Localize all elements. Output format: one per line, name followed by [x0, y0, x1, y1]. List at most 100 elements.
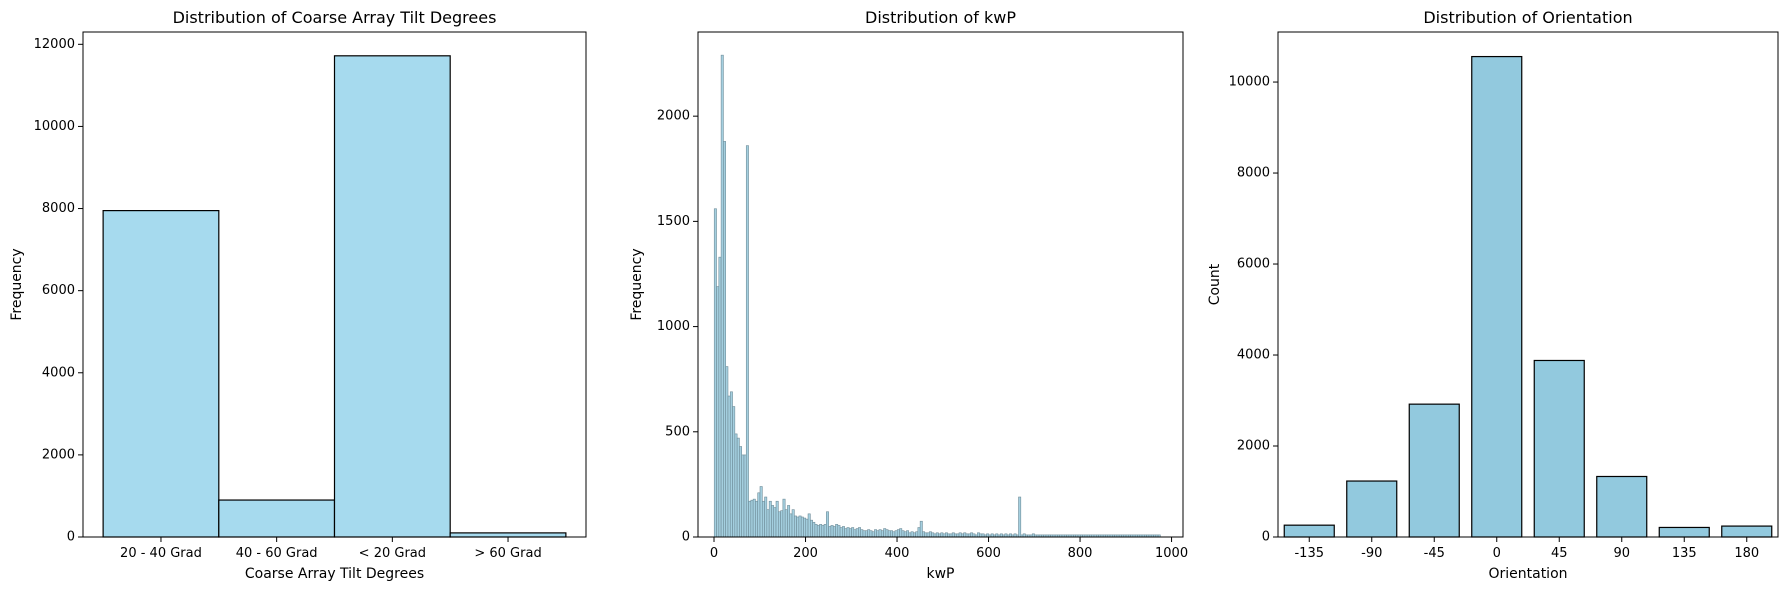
histogram-bar — [720, 54, 724, 538]
histogram-bar — [858, 527, 861, 538]
histogram-bar — [901, 530, 905, 538]
histogram-bar — [787, 505, 791, 538]
y-tick-label: 2000 — [1237, 439, 1270, 454]
histogram-bar — [846, 527, 850, 538]
histogram-bar — [734, 433, 738, 538]
histogram-bar — [880, 530, 884, 538]
histogram-bar — [739, 446, 742, 538]
histogram-bar — [878, 529, 882, 538]
axes-frame — [82, 31, 587, 538]
histogram-bar — [718, 256, 722, 538]
histogram-bar — [903, 531, 907, 538]
histogram-bar — [716, 286, 720, 538]
axes-frame — [1277, 31, 1779, 538]
histogram-bar — [759, 486, 763, 538]
histogram-bar — [800, 516, 804, 538]
x-axis-label: kwP — [927, 566, 955, 582]
histogram-bar — [775, 500, 779, 538]
histogram-bar — [912, 532, 916, 538]
histogram-bar — [777, 511, 781, 538]
histogram-bar — [729, 391, 733, 538]
y-tick-label: 8000 — [1237, 166, 1270, 181]
histogram-bar — [837, 525, 841, 538]
bar--20-grad — [333, 55, 451, 538]
histogram-bar — [908, 532, 912, 538]
x-tick-label: 135 — [1672, 546, 1697, 561]
x-tick-label: 90 — [1613, 546, 1630, 561]
histogram-bar — [761, 500, 765, 538]
histogram-bar — [940, 532, 944, 538]
histogram-bar — [784, 509, 788, 538]
histogram-bar — [810, 519, 813, 538]
chart-2 — [693, 31, 1184, 542]
histogram-bar — [791, 509, 795, 538]
histogram-bar — [812, 521, 816, 538]
histogram-bar — [928, 531, 932, 538]
x-tick-label: 180 — [1734, 546, 1759, 561]
y-tick-label: 12000 — [34, 37, 75, 52]
y-tick-label: 6000 — [42, 283, 75, 298]
histogram-bar — [821, 525, 825, 538]
y-tick-label: 4000 — [1237, 348, 1270, 363]
bar-135 — [1658, 526, 1710, 538]
x-tick-label: -135 — [1294, 546, 1324, 561]
y-tick-label: 10000 — [1229, 75, 1270, 90]
bar--45 — [1408, 403, 1460, 538]
histogram-bar — [899, 528, 903, 538]
histogram-bar — [917, 527, 921, 538]
histogram-bar — [773, 507, 777, 538]
histogram-bar — [814, 524, 818, 538]
histogram-bar — [871, 531, 875, 538]
histogram-bar — [789, 513, 793, 538]
histogram-bar — [832, 526, 836, 538]
y-axis-label: Frequency — [9, 248, 25, 320]
histogram-bar — [727, 395, 731, 538]
histogram-bar — [798, 515, 802, 538]
histogram-bar — [757, 492, 761, 538]
y-tick-label: 0 — [1262, 530, 1270, 545]
bar--60-grad — [449, 532, 567, 538]
y-tick-label: 500 — [665, 424, 690, 439]
histogram-bar — [771, 505, 775, 538]
chart-3 — [1273, 31, 1779, 542]
histogram-bar — [723, 141, 726, 538]
x-tick-label: 800 — [1068, 546, 1093, 561]
histogram-bar — [896, 529, 900, 538]
histogram-bar — [750, 499, 754, 538]
x-tick-label: 600 — [976, 546, 1001, 561]
y-axis-label: Frequency — [629, 248, 645, 320]
histogram-bar — [935, 532, 939, 538]
axes-frame — [697, 31, 1184, 538]
histogram-bar — [862, 530, 866, 538]
histogram-bar — [743, 454, 747, 538]
histogram-bar — [848, 528, 852, 538]
x-tick-label: 20 - 40 Grad — [120, 546, 202, 561]
x-tick-label: 0 — [710, 546, 718, 561]
x-tick-label: 40 - 60 Grad — [236, 546, 318, 561]
histogram-bar — [794, 515, 797, 538]
histogram-bar — [805, 518, 809, 538]
histogram-bar — [874, 529, 877, 538]
histogram-bar — [752, 498, 756, 538]
histogram-bar — [828, 526, 832, 538]
histogram-bar — [867, 529, 871, 538]
bar--90 — [1346, 480, 1398, 538]
histogram-bar — [842, 526, 845, 538]
y-tick-label: 2000 — [42, 447, 75, 462]
x-tick-label: 0 — [1493, 546, 1501, 561]
chart-title: Distribution of Orientation — [1423, 8, 1632, 27]
histogram-bar — [732, 406, 736, 538]
histogram-bar — [869, 530, 873, 538]
bar-40-60-grad — [218, 499, 336, 538]
histogram-bar — [892, 531, 896, 538]
histogram-bar — [780, 510, 784, 538]
histogram-bar — [977, 532, 980, 538]
histogram-bar — [853, 529, 857, 538]
histogram-bar — [835, 524, 839, 538]
histogram-bar — [910, 531, 914, 538]
histogram-bar — [1018, 496, 1022, 538]
x-tick-label: -90 — [1361, 546, 1382, 561]
bar-90 — [1596, 475, 1648, 538]
histogram-bar — [924, 532, 928, 538]
y-tick-label: 0 — [67, 530, 75, 545]
